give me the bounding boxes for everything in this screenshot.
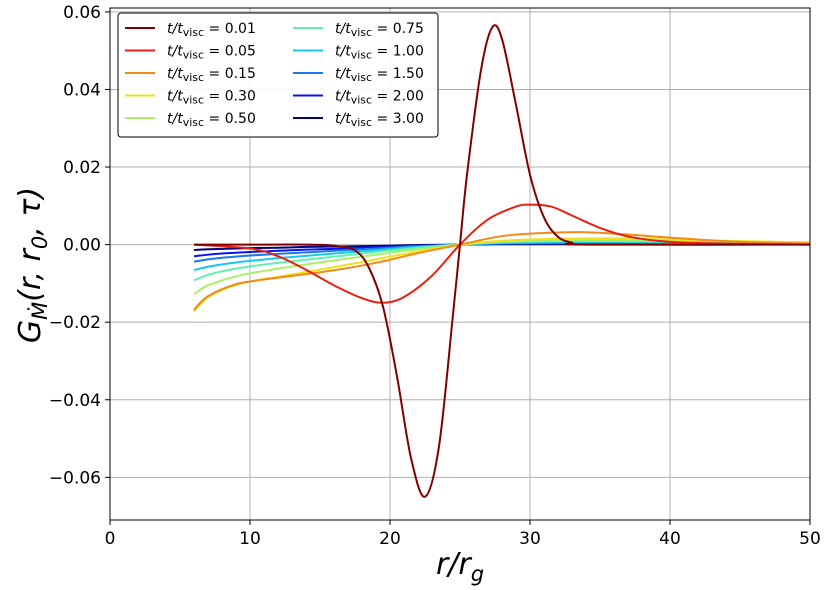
- plot-frame: [109, 7, 811, 521]
- x-tick-label: 10: [239, 529, 261, 549]
- y-tick-label: −0.06: [49, 468, 101, 488]
- y-tick-label: −0.02: [49, 313, 101, 333]
- legend-label: t/tvisc = 1.00: [335, 44, 424, 62]
- series-line-6: [193, 240, 811, 272]
- series-line-1: [193, 203, 811, 304]
- legend-item: t/tvisc = 0.05: [125, 44, 256, 62]
- legend-label: t/tvisc = 3.00: [335, 111, 424, 129]
- series-line-0: [193, 24, 811, 498]
- legend-item: t/tvisc = 0.75: [293, 21, 424, 39]
- y-tick-label: −0.04: [49, 391, 101, 411]
- legend-item: t/tvisc = 3.00: [293, 111, 424, 129]
- legend: t/tvisc = 0.01 t/tvisc = 0.05 t/tvisc = 0.…: [117, 12, 439, 138]
- legend-label: t/tvisc = 0.05: [167, 44, 256, 62]
- legend-label: t/tvisc = 1.50: [335, 66, 424, 84]
- legend-item: t/tvisc = 0.30: [125, 89, 256, 107]
- series-lines: [193, 24, 811, 498]
- y-tick-label: 0.06: [63, 3, 101, 23]
- series-line-2: [193, 231, 811, 311]
- y-axis-label: GṀ(r, r0, τ): [13, 187, 52, 343]
- series-line-5: [193, 240, 811, 282]
- x-tick-label: 0: [105, 529, 116, 549]
- legend-label: t/tvisc = 0.30: [167, 89, 256, 107]
- y-tick-label: 0.00: [63, 236, 101, 256]
- legend-item: t/tvisc = 1.00: [293, 44, 424, 62]
- legend-label: t/tvisc = 0.15: [167, 66, 256, 84]
- legend-label: t/tvisc = 0.50: [167, 111, 256, 129]
- series-line-7: [193, 242, 811, 263]
- legend-item: t/tvisc = 1.50: [293, 66, 424, 84]
- x-tick-label: 50: [799, 529, 821, 549]
- legend-item: t/tvisc = 0.01: [125, 21, 256, 39]
- legend-item: t/tvisc = 0.50: [125, 111, 256, 129]
- axis-ticks: 0 10 20 30 40 50 −0.06 −0.04 −0.02 0.00 0.02 0.04 0.…: [49, 3, 821, 549]
- series-line-3: [193, 237, 811, 312]
- y-tick-label: 0.04: [63, 80, 101, 100]
- legend-label: t/tvisc = 0.01: [167, 21, 256, 39]
- x-axis-label: r/rg: [436, 547, 484, 586]
- legend-item: t/tvisc = 2.00: [293, 89, 424, 107]
- legend-item: t/tvisc = 0.15: [125, 66, 256, 84]
- x-tick-label: 30: [519, 529, 541, 549]
- legend-label: t/tvisc = 2.00: [335, 89, 424, 107]
- legend-box: [117, 12, 439, 138]
- y-tick-label: 0.02: [63, 158, 101, 178]
- x-tick-label: 40: [659, 529, 681, 549]
- legend-label: t/tvisc = 0.75: [335, 21, 424, 39]
- x-tick-label: 20: [379, 529, 401, 549]
